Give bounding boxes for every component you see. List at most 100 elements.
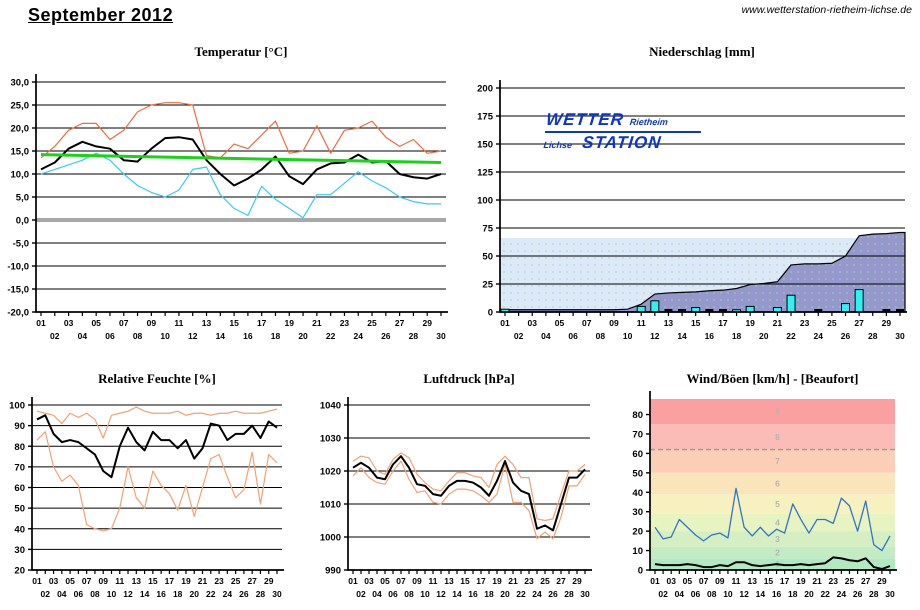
pressure-chart-title: Luftdruck [hPa] xyxy=(423,371,515,386)
svg-text:23: 23 xyxy=(214,576,224,586)
svg-text:80: 80 xyxy=(632,410,643,421)
svg-text:23: 23 xyxy=(340,318,350,328)
svg-text:23: 23 xyxy=(800,318,810,328)
svg-text:09: 09 xyxy=(609,318,619,328)
svg-text:04: 04 xyxy=(78,331,88,341)
svg-text:07: 07 xyxy=(699,576,709,586)
svg-text:15: 15 xyxy=(148,576,158,586)
svg-text:14: 14 xyxy=(677,331,687,341)
svg-text:125: 125 xyxy=(477,168,494,179)
svg-text:22: 22 xyxy=(820,589,830,599)
svg-text:09: 09 xyxy=(98,576,108,586)
svg-text:24: 24 xyxy=(837,589,847,599)
svg-text:28: 28 xyxy=(564,589,574,599)
svg-text:15: 15 xyxy=(460,576,470,586)
svg-text:27: 27 xyxy=(861,576,871,586)
svg-text:13: 13 xyxy=(748,576,758,586)
temperature-chart: 30,0 25,0 20,0 15,0 10,0 5,0 0,0 -5,0 -10,0 -15,0… xyxy=(7,74,448,341)
svg-text:20,0: 20,0 xyxy=(11,124,30,135)
svg-text:50: 50 xyxy=(632,468,643,479)
svg-text:06: 06 xyxy=(74,589,84,599)
svg-text:07: 07 xyxy=(396,576,406,586)
svg-text:25: 25 xyxy=(827,318,837,328)
svg-text:21: 21 xyxy=(773,318,783,328)
svg-text:20: 20 xyxy=(500,589,510,599)
svg-text:50: 50 xyxy=(14,504,25,515)
svg-text:26: 26 xyxy=(239,589,249,599)
svg-text:06: 06 xyxy=(105,331,115,341)
svg-text:26: 26 xyxy=(381,331,391,341)
svg-text:21: 21 xyxy=(508,576,518,586)
humidity-chart-title: Relative Feuchte [%] xyxy=(98,371,216,386)
svg-text:13: 13 xyxy=(444,576,454,586)
svg-text:02: 02 xyxy=(50,331,60,341)
svg-text:40: 40 xyxy=(632,488,643,499)
logo-lichse-text: Lichse xyxy=(543,140,573,150)
svg-text:15: 15 xyxy=(691,318,701,328)
svg-text:10: 10 xyxy=(723,589,733,599)
svg-text:12: 12 xyxy=(650,331,660,341)
svg-text:25,0: 25,0 xyxy=(11,101,30,112)
wetterstation-logo: WETTER Rietheim Lichse STATION xyxy=(543,110,704,152)
svg-text:24: 24 xyxy=(354,331,364,341)
svg-text:27: 27 xyxy=(395,318,405,328)
svg-text:30: 30 xyxy=(580,589,590,599)
svg-text:17: 17 xyxy=(718,318,728,328)
svg-text:1040: 1040 xyxy=(320,401,341,412)
svg-text:24: 24 xyxy=(532,589,542,599)
svg-text:990: 990 xyxy=(325,566,341,577)
svg-text:15: 15 xyxy=(764,576,774,586)
logo-top-row: WETTER Rietheim xyxy=(544,110,704,133)
svg-text:5: 5 xyxy=(775,499,780,509)
wind-chart: 12 3 4 5 6 7 8 9 80 70 60 50 40 30 20 10 0 01 02 03 04 05 06 07… xyxy=(632,391,897,599)
svg-text:14: 14 xyxy=(216,331,226,341)
svg-text:11: 11 xyxy=(637,318,646,328)
svg-text:22: 22 xyxy=(326,331,336,341)
svg-text:02: 02 xyxy=(514,331,524,341)
svg-text:07: 07 xyxy=(582,318,592,328)
svg-text:08: 08 xyxy=(133,331,143,341)
svg-text:200: 200 xyxy=(477,84,493,95)
svg-text:30: 30 xyxy=(436,331,446,341)
svg-text:16: 16 xyxy=(772,589,782,599)
svg-text:25: 25 xyxy=(367,318,377,328)
svg-text:22: 22 xyxy=(516,589,526,599)
svg-text:14: 14 xyxy=(140,589,150,599)
svg-text:80: 80 xyxy=(14,442,25,453)
svg-text:30,0: 30,0 xyxy=(11,78,30,89)
svg-text:4: 4 xyxy=(775,517,780,527)
svg-text:29: 29 xyxy=(882,318,892,328)
svg-text:08: 08 xyxy=(404,589,414,599)
svg-text:11: 11 xyxy=(115,576,124,586)
svg-text:29: 29 xyxy=(264,576,274,586)
svg-text:03: 03 xyxy=(528,318,538,328)
svg-text:100: 100 xyxy=(9,401,25,412)
svg-text:14: 14 xyxy=(756,589,766,599)
svg-text:7: 7 xyxy=(775,456,780,466)
svg-text:19: 19 xyxy=(745,318,755,328)
svg-text:14: 14 xyxy=(452,589,462,599)
svg-text:03: 03 xyxy=(49,576,59,586)
svg-text:17: 17 xyxy=(780,576,790,586)
svg-text:15: 15 xyxy=(229,318,239,328)
svg-text:28: 28 xyxy=(869,589,879,599)
svg-text:25: 25 xyxy=(845,576,855,586)
svg-text:02: 02 xyxy=(658,589,668,599)
svg-text:21: 21 xyxy=(312,318,322,328)
svg-text:40: 40 xyxy=(14,524,25,535)
svg-text:22: 22 xyxy=(206,589,216,599)
svg-text:18: 18 xyxy=(732,331,742,341)
svg-text:1020: 1020 xyxy=(320,467,341,478)
svg-text:02: 02 xyxy=(41,589,51,599)
svg-text:01: 01 xyxy=(500,318,510,328)
logo-wetter-text: WETTER xyxy=(545,110,626,129)
svg-text:1000: 1000 xyxy=(320,533,341,544)
svg-text:100: 100 xyxy=(477,196,493,207)
svg-text:19: 19 xyxy=(796,576,806,586)
svg-text:23: 23 xyxy=(524,576,534,586)
svg-text:90: 90 xyxy=(14,421,25,432)
svg-text:28: 28 xyxy=(409,331,419,341)
humidity-chart: 100 90 80 70 60 50 40 30 20 01 02 03 04 05 06 07 08 09 10 1… xyxy=(9,397,284,599)
website-url: www.wetterstation-rietheim-lichse.de xyxy=(741,4,912,16)
svg-text:13: 13 xyxy=(664,318,674,328)
